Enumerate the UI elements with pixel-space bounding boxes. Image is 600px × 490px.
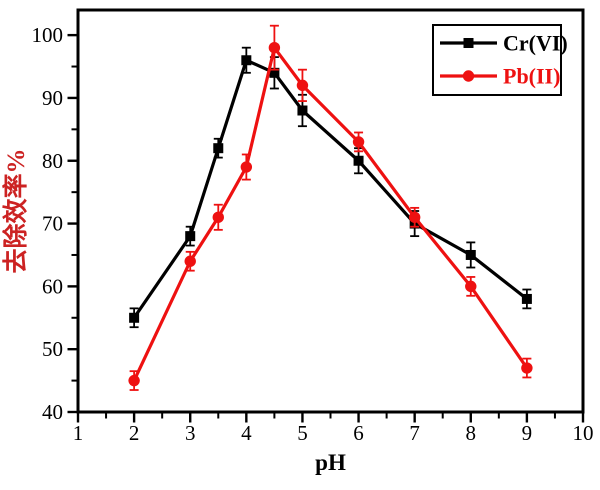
- marker-circle-pb-ii: [184, 255, 196, 267]
- y-tick-label: 100: [32, 23, 64, 47]
- x-axis-title: pH: [315, 450, 346, 475]
- marker-square-cr-vi: [353, 155, 364, 166]
- marker-square-cr-vi: [521, 293, 532, 304]
- marker-circle-pb-ii: [352, 136, 365, 148]
- marker-square-cr-vi: [129, 312, 140, 323]
- x-tick-label: 3: [185, 421, 196, 445]
- legend-marker-circle-icon: [462, 70, 475, 82]
- marker-circle-pb-ii: [240, 161, 253, 173]
- marker-square-cr-vi: [297, 105, 308, 116]
- marker-circle-pb-ii: [521, 362, 533, 374]
- marker-circle-pb-ii: [465, 280, 477, 293]
- y-axis-title: 去除效率%: [1, 148, 30, 273]
- marker-circle-pb-ii: [296, 79, 309, 92]
- marker-square-cr-vi: [269, 67, 280, 78]
- legend-box: [432, 24, 562, 96]
- x-tick-label: 8: [466, 421, 477, 445]
- x-tick-label: 2: [129, 421, 140, 445]
- y-tick-label: 90: [42, 86, 63, 110]
- marker-circle-pb-ii: [212, 211, 224, 223]
- marker-circle-pb-ii: [408, 211, 421, 223]
- marker-square-cr-vi: [241, 55, 252, 66]
- legend-marker-square-icon: [463, 38, 474, 48]
- legend-label-pb-ii: Pb(II): [503, 64, 560, 89]
- y-tick-label: 60: [42, 274, 63, 298]
- series-line-pb-ii: [132, 46, 529, 382]
- x-tick-label: 4: [241, 421, 252, 445]
- y-tick-label: 50: [42, 337, 63, 361]
- y-tick-label: 40: [42, 400, 63, 424]
- axes-frame: [76, 8, 585, 414]
- marker-square-cr-vi: [213, 143, 224, 154]
- legend-label-cr-vi: Cr(VI): [503, 31, 568, 56]
- x-tick-label: 6: [353, 421, 364, 445]
- marker-circle-pb-ii: [128, 374, 140, 387]
- x-tick-label: 7: [409, 421, 420, 445]
- x-tick-label: 5: [297, 421, 308, 445]
- series-line-cr-vi: [132, 58, 528, 319]
- x-tick-label: 10: [573, 421, 594, 445]
- x-tick-label: 1: [73, 421, 84, 445]
- marker-square-cr-vi: [185, 231, 196, 242]
- y-tick-label: 80: [42, 149, 63, 173]
- x-tick-label: 9: [522, 421, 533, 445]
- marker-square-cr-vi: [465, 249, 476, 260]
- y-tick-label: 70: [42, 212, 63, 236]
- marker-circle-pb-ii: [268, 41, 281, 54]
